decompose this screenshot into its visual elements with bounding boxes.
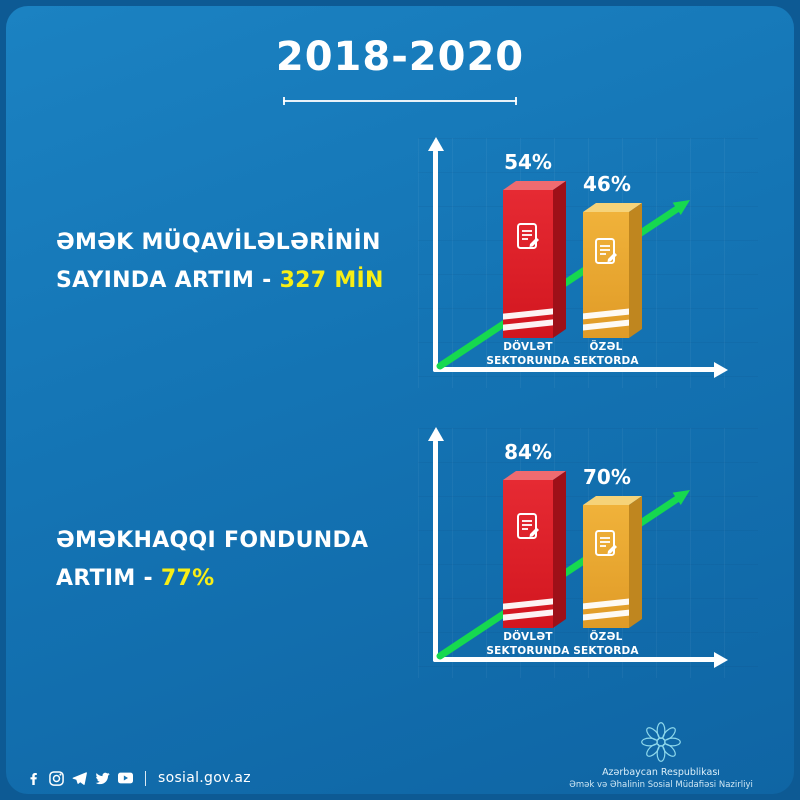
contract-icon <box>517 223 539 250</box>
bar-front-face <box>583 505 629 628</box>
chart2-heading-highlight: 77% <box>160 565 215 591</box>
chart1-heading-line1: ƏMƏK MÜQAVİLƏLƏRİNİN <box>56 230 381 255</box>
x-axis-arrow-icon <box>714 651 728 668</box>
bar-label-line2: SEKTORDA <box>573 644 639 657</box>
bar-label-line1: ÖZƏL <box>589 630 623 643</box>
contract-icon <box>595 530 617 557</box>
chart2-heading-line1: ƏMƏKHAQQI FONDUNDA <box>56 528 369 553</box>
x-axis <box>433 657 716 662</box>
bar-top-face <box>503 471 566 480</box>
bar-label-line1: DÖVLƏT <box>503 630 553 643</box>
bar-value-label: 70% <box>583 465 631 489</box>
chart1-heading-line2: SAYINDA ARTIM - <box>56 267 280 293</box>
bar-side-face <box>553 181 566 338</box>
bar-value-label: 54% <box>504 150 552 174</box>
bar-front-face <box>503 190 553 338</box>
bar-top-face <box>503 181 566 190</box>
contract-icon <box>517 513 539 540</box>
bar-front-face <box>503 480 553 628</box>
bar-stripes <box>583 593 629 621</box>
chart-contracts-growth: 54% 46% <box>418 137 758 388</box>
title-underline <box>283 97 517 105</box>
contract-icon <box>595 238 617 265</box>
ministry-brand: Azərbaycan Respublikası Əmək və Əhalinin… <box>536 720 786 790</box>
facebook-icon[interactable] <box>26 771 41 786</box>
bar-govt-sector: 54% <box>503 150 566 338</box>
y-axis-arrow-icon <box>427 427 444 441</box>
bar-private-sector: 46% <box>583 172 642 338</box>
twitter-icon[interactable] <box>95 771 110 786</box>
chart2-heading-line2: ARTIM - <box>56 565 161 591</box>
telegram-icon[interactable] <box>72 771 87 786</box>
bar-stripes <box>503 593 553 621</box>
bar-side-face <box>553 471 566 628</box>
y-axis-arrow-icon <box>427 137 444 151</box>
bar-govt-sector: 84% <box>503 440 566 628</box>
bar-3d-gold <box>583 203 642 338</box>
y-axis <box>433 440 438 662</box>
chart1-heading: ƏMƏK MÜQAVİLƏLƏRİNİN SAYINDA ARTIM - 327… <box>56 224 426 300</box>
bar-stripes <box>583 303 629 331</box>
social-links-bar: sosial.gov.az <box>26 770 251 786</box>
bar-side-face <box>629 496 642 628</box>
bar-3d-red <box>503 471 566 628</box>
page-title: 2018-2020 <box>275 34 525 80</box>
bar-category-label-private: ÖZƏL SEKTORDA <box>551 340 661 368</box>
bar-value-label: 84% <box>504 440 552 464</box>
youtube-icon[interactable] <box>118 771 133 786</box>
instagram-icon[interactable] <box>49 770 64 786</box>
bar-category-label-private: ÖZƏL SEKTORDA <box>551 630 661 658</box>
chart1-heading-highlight: 327 MİN <box>279 267 384 293</box>
bar-side-face <box>629 203 642 338</box>
bar-stripes <box>503 303 553 331</box>
bar-value-label: 46% <box>583 172 631 196</box>
bar-3d-gold <box>583 496 642 628</box>
y-axis <box>433 150 438 372</box>
ministry-emblem-icon <box>641 722 681 762</box>
ministry-country-line: Azərbaycan Respublikası <box>602 767 720 778</box>
bar-label-line2: SEKTORDA <box>573 354 639 367</box>
bar-label-line1: ÖZƏL <box>589 340 623 353</box>
ministry-name-line: Əmək və Əhalinin Sosial Müdafiəsi Nazirl… <box>569 780 753 790</box>
chart2-heading: ƏMƏKHAQQI FONDUNDA ARTIM - 77% <box>56 522 426 598</box>
bar-3d-red <box>503 181 566 338</box>
chart-wage-fund-growth: 84% 70% <box>418 427 758 678</box>
x-axis <box>433 367 716 372</box>
background-panel <box>6 6 794 794</box>
bar-label-line1: DÖVLƏT <box>503 340 553 353</box>
website-link[interactable]: sosial.gov.az <box>158 770 251 786</box>
x-axis-arrow-icon <box>714 361 728 378</box>
footer-separator <box>145 770 146 786</box>
bar-front-face <box>583 212 629 338</box>
bar-private-sector: 70% <box>583 465 642 628</box>
